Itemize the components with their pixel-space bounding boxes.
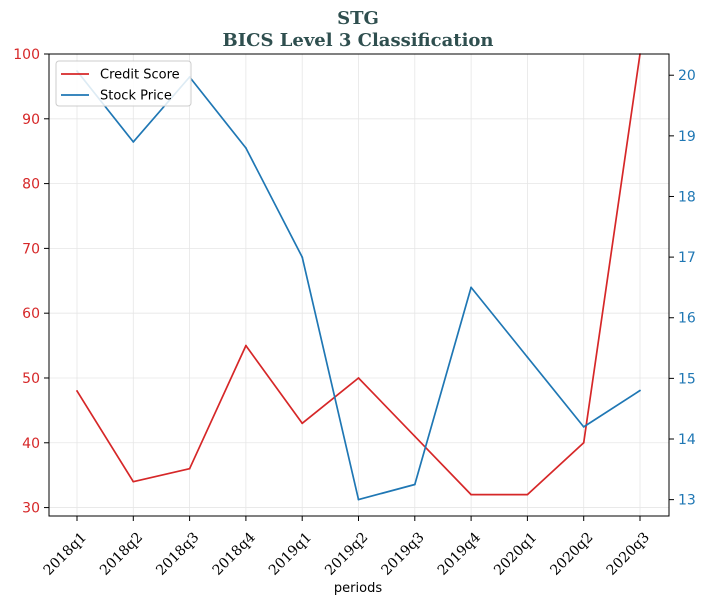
x-tick-label: 2019q2 xyxy=(322,530,371,579)
x-tick-label: 2018q4 xyxy=(210,529,259,578)
left-tick-label: 50 xyxy=(22,371,40,387)
data-point xyxy=(526,493,529,496)
data-point xyxy=(357,377,360,379)
x-tick-label: 2018q3 xyxy=(153,530,202,579)
grid xyxy=(49,53,669,516)
right-tick-label: 17 xyxy=(678,250,696,266)
data-point xyxy=(301,422,304,425)
x-tick-label: 2020q1 xyxy=(491,530,540,579)
legend-label: Credit Score xyxy=(100,68,180,83)
data-point xyxy=(582,425,585,428)
x-tick-label: 2019q1 xyxy=(266,530,315,579)
data-point xyxy=(470,286,472,289)
right-tick-label: 15 xyxy=(678,371,696,387)
x-axis: 2018q1 2018q2 2018q3 2018q4 2019q1 2019q2 2019… xyxy=(41,516,653,579)
plot-frame xyxy=(48,53,670,517)
right-axis: 13 14 15 16 17 18 19 20 xyxy=(669,68,696,509)
left-tick-label: 90 xyxy=(22,112,40,128)
left-axis: 30 40 50 60 70 80 90 100 xyxy=(13,47,49,517)
data-point xyxy=(639,389,641,392)
right-tick-label: 16 xyxy=(678,311,696,327)
right-tick-label: 14 xyxy=(678,432,696,448)
legend: Credit Score Stock Price xyxy=(55,60,192,107)
x-tick-label: 2019q3 xyxy=(378,530,427,579)
x-tick-label: 2019q4 xyxy=(435,529,484,578)
data-point xyxy=(245,147,247,149)
left-tick-label: 80 xyxy=(22,177,40,193)
data-point xyxy=(76,390,78,392)
data-point xyxy=(357,498,360,501)
left-tick-label: 70 xyxy=(22,241,40,257)
left-tick-label: 60 xyxy=(22,306,40,322)
data-point xyxy=(301,256,304,259)
right-tick-label: 20 xyxy=(678,68,696,84)
legend-box xyxy=(55,60,192,107)
x-tick-label: 2018q1 xyxy=(41,530,90,579)
data-point xyxy=(413,483,416,486)
x-axis-label: periods xyxy=(334,581,382,596)
data-point xyxy=(188,467,191,470)
left-tick-label: 100 xyxy=(13,47,40,63)
data-point xyxy=(470,493,472,496)
data-point xyxy=(132,480,135,483)
right-tick-label: 19 xyxy=(678,129,696,145)
x-tick-label: 2020q2 xyxy=(547,530,596,579)
chart-title: STG xyxy=(337,8,379,29)
data-point xyxy=(132,141,135,143)
x-tick-label: 2020q3 xyxy=(604,530,653,579)
right-tick-label: 18 xyxy=(678,189,696,205)
right-tick-label: 13 xyxy=(678,493,696,509)
legend-label: Stock Price xyxy=(100,89,172,104)
data-point xyxy=(526,356,529,359)
left-tick-label: 30 xyxy=(22,501,40,517)
left-tick-label: 40 xyxy=(22,436,40,452)
data-point xyxy=(245,344,247,347)
data-point xyxy=(413,435,416,438)
x-tick-label: 2018q2 xyxy=(97,530,146,579)
chart-subtitle: BICS Level 3 Classification xyxy=(222,30,493,51)
data-point xyxy=(582,441,585,444)
